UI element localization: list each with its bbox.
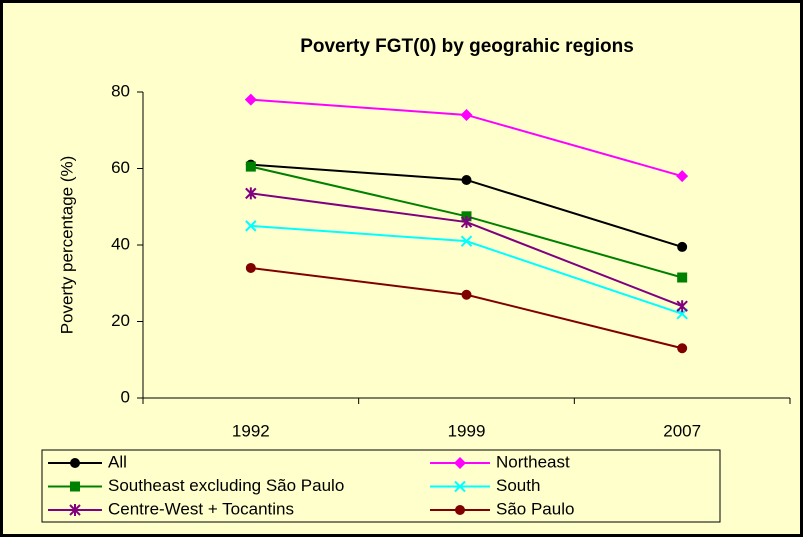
x-tick-label: 2007 xyxy=(663,421,701,440)
y-tick-label: 20 xyxy=(111,311,130,330)
y-tick-label: 80 xyxy=(111,81,130,100)
legend-label: São Paulo xyxy=(496,499,574,518)
chart-title: Poverty FGT(0) by geograhic regions xyxy=(300,36,634,57)
legend-marker xyxy=(70,481,80,492)
data-point xyxy=(245,187,257,200)
legend-label: All xyxy=(108,452,127,471)
data-point xyxy=(676,170,689,183)
data-point xyxy=(244,93,257,106)
data-point xyxy=(677,272,688,283)
legend-marker xyxy=(455,505,465,515)
y-tick-label: 40 xyxy=(111,234,130,253)
x-tick-label: 1999 xyxy=(448,421,486,440)
legend-marker xyxy=(454,457,466,469)
data-point xyxy=(245,161,256,172)
legend-marker xyxy=(69,504,81,516)
legend-label: Southeast excluding São Paulo xyxy=(108,476,344,495)
data-point xyxy=(461,289,472,300)
data-point xyxy=(245,262,256,273)
data-point xyxy=(461,174,472,185)
y-tick-label: 60 xyxy=(111,158,130,177)
y-tick-label: 0 xyxy=(121,387,130,406)
data-point xyxy=(245,220,257,232)
legend-marker xyxy=(70,458,80,468)
x-tick-label: 1992 xyxy=(232,421,270,440)
data-point xyxy=(460,216,473,229)
data-point xyxy=(460,235,473,247)
legend-label: Northeast xyxy=(496,452,570,471)
data-point xyxy=(460,108,473,121)
legend-label: South xyxy=(496,476,540,495)
data-point xyxy=(677,241,688,252)
legend-box xyxy=(41,449,721,523)
y-axis-label: Poverty percentage (%) xyxy=(57,156,76,335)
legend-marker xyxy=(454,480,466,493)
data-point xyxy=(676,300,688,313)
legend-label: Centre-West + Tocantins xyxy=(108,499,294,518)
data-point xyxy=(677,343,688,354)
